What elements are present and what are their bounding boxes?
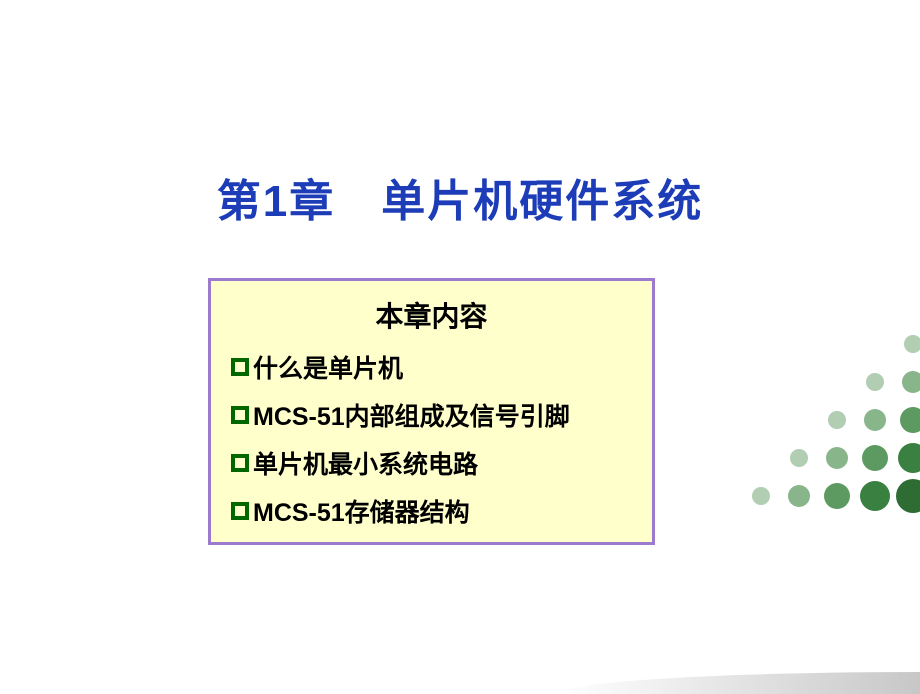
list-item: 单片机最小系统电路	[231, 445, 632, 481]
bullet-icon	[231, 406, 249, 424]
dot-icon	[826, 447, 848, 469]
chapter-title: 第1章 单片机硬件系统	[0, 165, 920, 229]
list-item-label: 单片机最小系统电路	[253, 445, 478, 481]
list-item: MCS-51存储器结构	[231, 493, 632, 529]
bullet-icon	[231, 358, 249, 376]
dot-icon	[824, 483, 850, 509]
dot-icon	[904, 335, 920, 353]
list-item: 什么是单片机	[231, 349, 632, 385]
bullet-icon	[231, 454, 249, 472]
list-item-label: MCS-51内部组成及信号引脚	[253, 397, 570, 433]
dot-icon	[862, 445, 888, 471]
dot-icon	[900, 407, 920, 433]
decorative-dots	[742, 325, 920, 515]
bullet-icon	[231, 502, 249, 520]
dot-icon	[752, 487, 770, 505]
dot-icon	[788, 485, 810, 507]
dot-icon	[866, 373, 884, 391]
dot-icon	[898, 443, 920, 473]
dot-icon	[902, 371, 920, 393]
content-box-heading: 本章内容	[231, 295, 632, 335]
dot-icon	[864, 409, 886, 431]
corner-shadow	[560, 672, 920, 694]
list-item-label: MCS-51存储器结构	[253, 493, 470, 529]
dot-icon	[860, 481, 890, 511]
list-item: MCS-51内部组成及信号引脚	[231, 397, 632, 433]
dot-icon	[828, 411, 846, 429]
list-item-label: 什么是单片机	[253, 349, 403, 385]
dot-icon	[896, 479, 920, 513]
dot-icon	[790, 449, 808, 467]
content-box: 本章内容 什么是单片机 MCS-51内部组成及信号引脚 单片机最小系统电路 MC…	[208, 278, 655, 545]
content-list: 什么是单片机 MCS-51内部组成及信号引脚 单片机最小系统电路 MCS-51存…	[231, 349, 632, 529]
